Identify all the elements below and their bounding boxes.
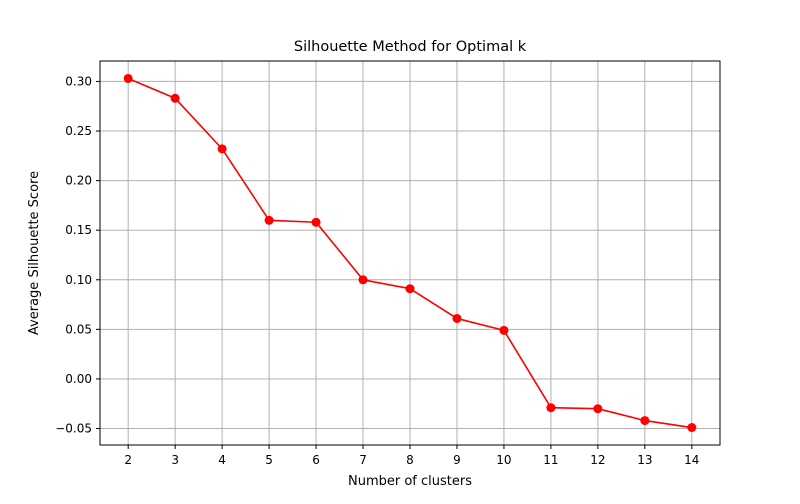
y-tick-label: 0.05 <box>65 322 92 336</box>
x-tick-label: 2 <box>124 453 132 467</box>
y-tick-label: −0.05 <box>55 422 92 436</box>
y-tick-label: 0.25 <box>65 124 92 138</box>
x-tick-label: 10 <box>496 453 511 467</box>
x-tick-label: 14 <box>684 453 699 467</box>
data-point <box>311 217 321 227</box>
data-point <box>217 144 227 154</box>
data-point <box>264 215 274 225</box>
y-tick-label: 0.00 <box>65 372 92 386</box>
x-axis-label: Number of clusters <box>348 474 472 489</box>
x-tick-label: 6 <box>312 453 320 467</box>
data-point <box>593 404 603 414</box>
x-tick-label: 4 <box>218 453 226 467</box>
x-tick-label: 11 <box>543 453 558 467</box>
series <box>123 73 697 433</box>
data-point <box>640 416 650 426</box>
ticks: 2 3 4 5 6 7 8 9 10 11 12 13 14 −0.05 0.00 0.05 0.10 0.15 0… <box>55 74 699 467</box>
y-axis-label: Average Silhouette Score <box>27 171 42 335</box>
x-tick-label: 12 <box>590 453 605 467</box>
data-point <box>123 73 133 83</box>
x-tick-label: 5 <box>265 453 273 467</box>
x-tick-label: 3 <box>171 453 179 467</box>
x-tick-label: 7 <box>359 453 367 467</box>
y-tick-label: 0.15 <box>65 223 92 237</box>
x-tick-label: 9 <box>453 453 461 467</box>
chart-title: Silhouette Method for Optimal k <box>294 39 527 55</box>
data-point <box>499 325 509 335</box>
grid <box>100 61 720 445</box>
data-point <box>170 93 180 103</box>
data-point <box>546 403 556 413</box>
data-point <box>452 313 462 323</box>
data-point <box>405 284 415 294</box>
y-tick-label: 0.20 <box>65 174 92 188</box>
x-tick-label: 8 <box>406 453 414 467</box>
x-tick-label: 13 <box>637 453 652 467</box>
data-point <box>358 275 368 285</box>
y-tick-label: 0.10 <box>65 273 92 287</box>
data-point <box>687 423 697 433</box>
y-tick-label: 0.30 <box>65 74 92 88</box>
